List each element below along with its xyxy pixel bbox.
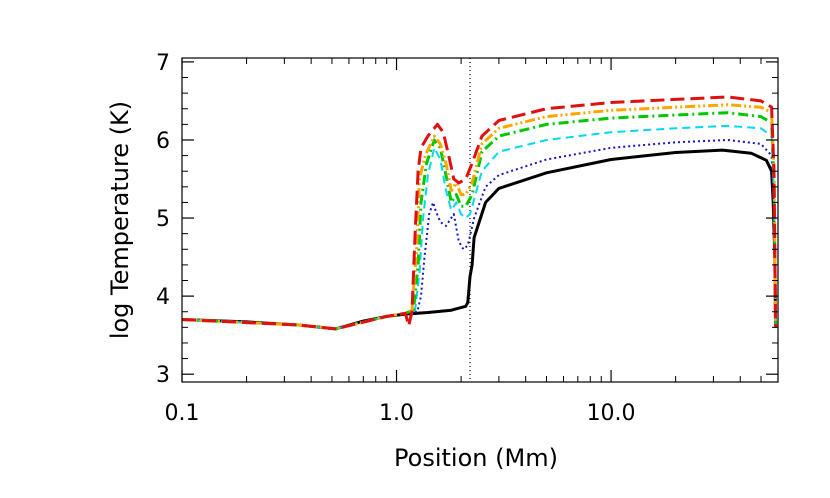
series-line-6 bbox=[182, 95, 778, 331]
series-line-5 bbox=[182, 103, 778, 331]
y-tick-label: 3 bbox=[156, 363, 170, 388]
series-line-2 bbox=[182, 139, 777, 330]
y-axis-label: log Temperature (K) bbox=[106, 101, 134, 339]
series-line-4 bbox=[182, 111, 778, 331]
y-tick-label: 4 bbox=[156, 285, 170, 310]
x-tick-label: 0.1 bbox=[165, 401, 200, 426]
x-tick-label: 1.0 bbox=[379, 401, 414, 426]
x-tick-label: 10.0 bbox=[587, 401, 636, 426]
x-axis-label: Position (Mm) bbox=[394, 444, 558, 472]
y-tick-label: 6 bbox=[156, 129, 170, 154]
y-tick-label: 7 bbox=[156, 51, 170, 76]
y-tick-label: 5 bbox=[156, 207, 170, 232]
series-line-1 bbox=[182, 148, 778, 331]
plot-frame bbox=[181, 57, 779, 383]
